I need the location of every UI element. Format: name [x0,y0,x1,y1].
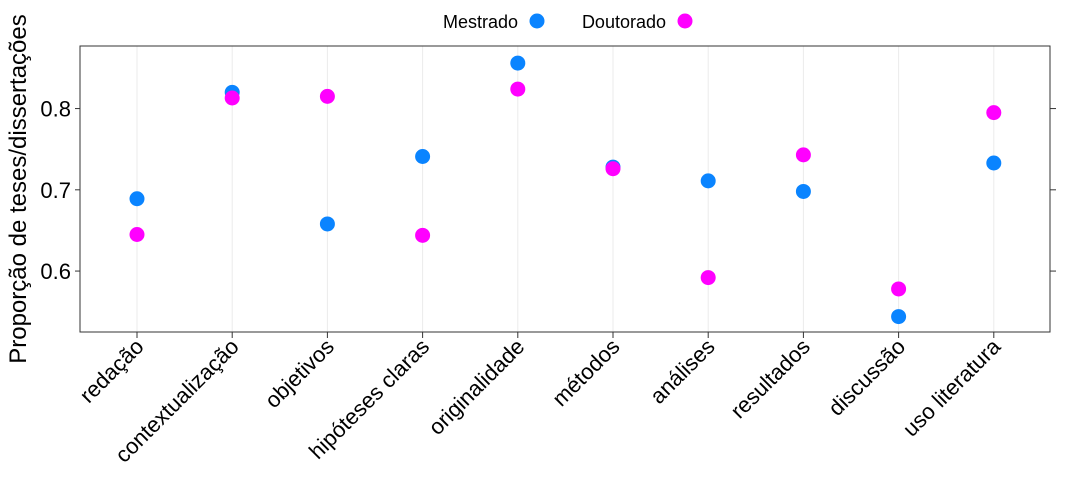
point-mestrado [415,149,431,164]
x-tick-label: objetivos [260,334,339,413]
point-mestrado [795,183,811,199]
x-tick-label: discussão [823,334,910,421]
point-mestrado [986,155,1002,171]
point-doutorado [700,270,716,286]
point-doutorado [891,281,907,297]
x-tick-label: análises [645,334,720,409]
legend-label: Mestrado [443,12,518,32]
legend-swatch [529,13,545,29]
x-tick-label: uso literatura [898,333,1006,441]
x-tick-label: redação [75,334,149,408]
y-axis: 0.6 0.7 0.8 [40,97,1056,284]
point-doutorado [605,161,621,177]
point-doutorado [986,105,1002,121]
point-doutorado [319,88,335,104]
data-points [129,55,1002,325]
grid-layer [136,46,995,332]
point-doutorado [795,147,811,163]
legend-label: Doutorado [582,12,666,32]
point-doutorado [224,90,240,106]
point-mestrado [891,309,907,325]
point-doutorado [129,227,145,242]
y-tick-label: 0.7 [40,178,71,203]
x-tick-label: resultados [725,334,814,423]
x-tick-label: métodos [547,334,624,411]
y-tick-label: 0.8 [40,97,71,122]
plot-panel-border [79,45,1051,333]
y-tick-label: 0.6 [40,259,71,284]
legend-swatch [677,13,693,29]
y-axis-label: Proporção de teses/dissertações [5,14,32,364]
point-mestrado [319,216,335,232]
point-doutorado [415,227,431,243]
legend: Mestrado Doutorado [443,12,693,32]
point-mestrado [510,55,526,71]
point-doutorado [510,81,526,97]
point-mestrado [700,173,716,189]
point-mestrado [129,191,145,207]
x-tick-label: originalidade [423,334,529,440]
